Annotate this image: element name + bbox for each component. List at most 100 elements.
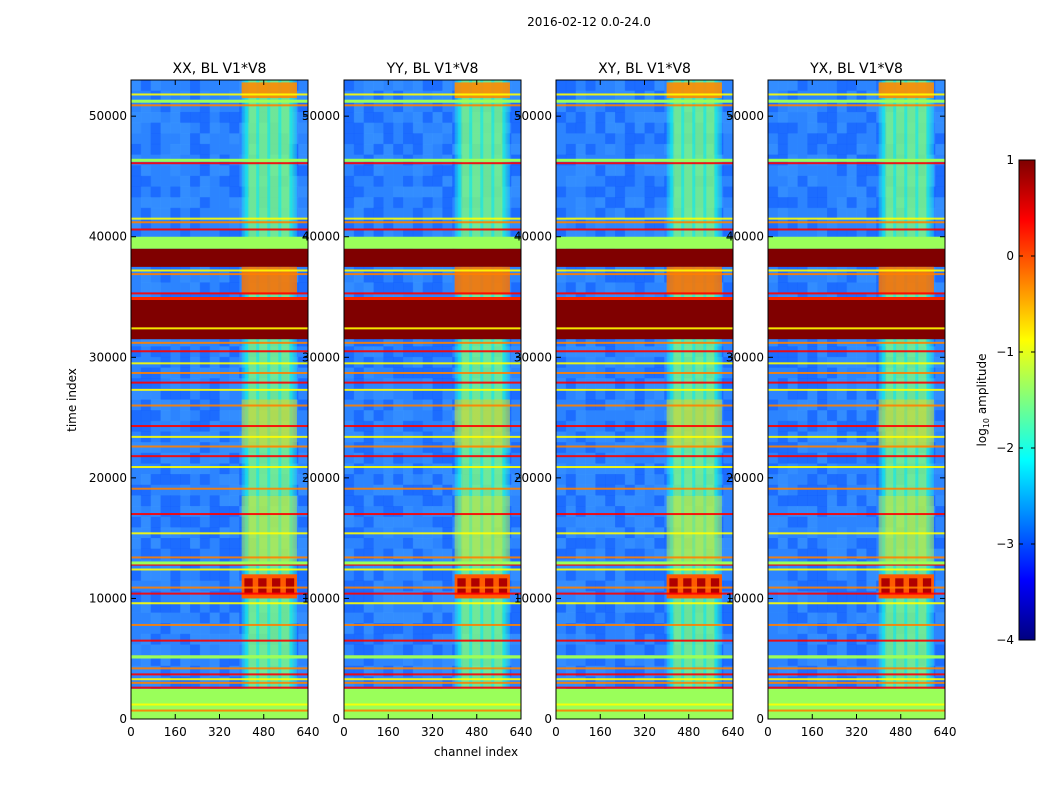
heatmap-cell [412, 80, 424, 92]
heatmap-cell [298, 101, 308, 113]
saturated-edge [131, 297, 308, 301]
heatmap-cell [768, 452, 779, 464]
heatmap-cell [344, 474, 355, 486]
heatmap-cell [768, 591, 779, 603]
heatmap-cell [403, 633, 414, 645]
heatmap-cell [605, 655, 616, 667]
heatmap-cell [556, 452, 567, 464]
heatmap-cell [353, 282, 365, 294]
heatmap-cell [393, 197, 404, 209]
heatmap-cell [605, 665, 616, 677]
heatmap-cell [575, 463, 586, 475]
heatmap-cell [373, 229, 384, 241]
band-stripe [703, 80, 707, 719]
heatmap-cell [393, 537, 404, 550]
x-tick-label: 640 [510, 725, 533, 739]
rfi-line [131, 466, 308, 469]
heatmap-cell [768, 271, 779, 283]
rfi-line [556, 513, 733, 516]
heatmap-cell [565, 452, 577, 464]
heatmap-cell [190, 388, 201, 400]
heatmap-cell [383, 133, 394, 145]
rfi-line [768, 371, 945, 374]
heatmap-cell [209, 271, 220, 283]
band-stripe [289, 80, 293, 719]
heatmap-cell [180, 644, 191, 656]
rfi-line [131, 563, 308, 566]
heatmap-cell [624, 388, 636, 400]
heatmap-cell [556, 655, 567, 667]
heatmap-cell [644, 133, 655, 145]
heatmap-cell [624, 601, 636, 613]
heatmap-cell [150, 633, 161, 645]
heatmap-cell [383, 633, 394, 645]
heatmap-cell [615, 569, 626, 582]
panel-title: YX, BL V1*V8 [809, 61, 903, 77]
heatmap-cell [605, 111, 616, 124]
heatmap-cell [199, 282, 211, 294]
heatmap-cell [219, 463, 230, 475]
heatmap-cell [393, 410, 404, 422]
rfi-line [556, 341, 733, 344]
heatmap-cell [585, 644, 596, 656]
heatmap-cell [422, 452, 433, 464]
heatmap-cell [575, 612, 586, 624]
heatmap-cell [229, 516, 240, 528]
heatmap-cell [363, 335, 374, 347]
heatmap-cell [777, 218, 789, 230]
heatmap-cell [827, 569, 838, 582]
heatmap-cell [412, 442, 424, 454]
heatmap-cell [615, 506, 626, 518]
heatmap-cell [131, 474, 142, 486]
heatmap-cell [565, 644, 577, 656]
heatmap-cell [219, 133, 230, 145]
heatmap-cell [140, 335, 152, 347]
heatmap-cell [403, 623, 414, 635]
heatmap-cell [344, 655, 355, 667]
heatmap-cell [935, 282, 945, 294]
heatmap-cell [787, 207, 798, 219]
heatmap-cell [846, 271, 857, 283]
heatmap-cell [298, 569, 308, 582]
heatmap-cell [432, 516, 443, 528]
heatmap-cell [140, 612, 152, 624]
heatmap-cell [595, 335, 606, 347]
heatmap-cell [511, 442, 521, 454]
heatmap-cell [180, 442, 191, 454]
heatmap-cell [866, 537, 877, 550]
heatmap-cell [595, 197, 606, 209]
heatmap-cell [383, 122, 394, 134]
heatmap-cell [150, 644, 161, 656]
heatmap-cell [846, 644, 857, 656]
heatmap-cell [817, 452, 828, 464]
heatmap-cell [393, 655, 404, 667]
heatmap-cell [585, 463, 596, 475]
heatmap-cell [422, 537, 433, 550]
rfi-line [131, 228, 308, 231]
heatmap-cell [180, 516, 191, 528]
heatmap-cell [344, 175, 355, 187]
heatmap-cell [575, 580, 586, 592]
heatmap-cell [615, 410, 626, 422]
heatmap-cell [298, 165, 308, 177]
heatmap-cell [353, 80, 365, 92]
heatmap-cell [585, 186, 596, 198]
heatmap-cell [935, 506, 945, 518]
rfi-line [768, 586, 945, 589]
heatmap-cell [723, 601, 733, 613]
heatmap-cell [817, 410, 828, 422]
heatmap-cell [856, 90, 867, 102]
panel-3: YX, BL V1*V80 160 320 480 640010000200003000… [726, 61, 957, 739]
rfi-line [768, 709, 945, 712]
heatmap-cell [180, 495, 191, 507]
heatmap-cell [585, 282, 596, 294]
band-stripe [904, 80, 908, 719]
heatmap-cell [644, 186, 655, 198]
heatmap-cell [180, 271, 191, 283]
heatmap-cell [511, 410, 521, 422]
heatmap-cell [442, 90, 453, 102]
heatmap-cell [846, 335, 857, 347]
heatmap-cell [298, 495, 308, 507]
rfi-line [556, 388, 733, 391]
heatmap-cell [363, 633, 374, 645]
